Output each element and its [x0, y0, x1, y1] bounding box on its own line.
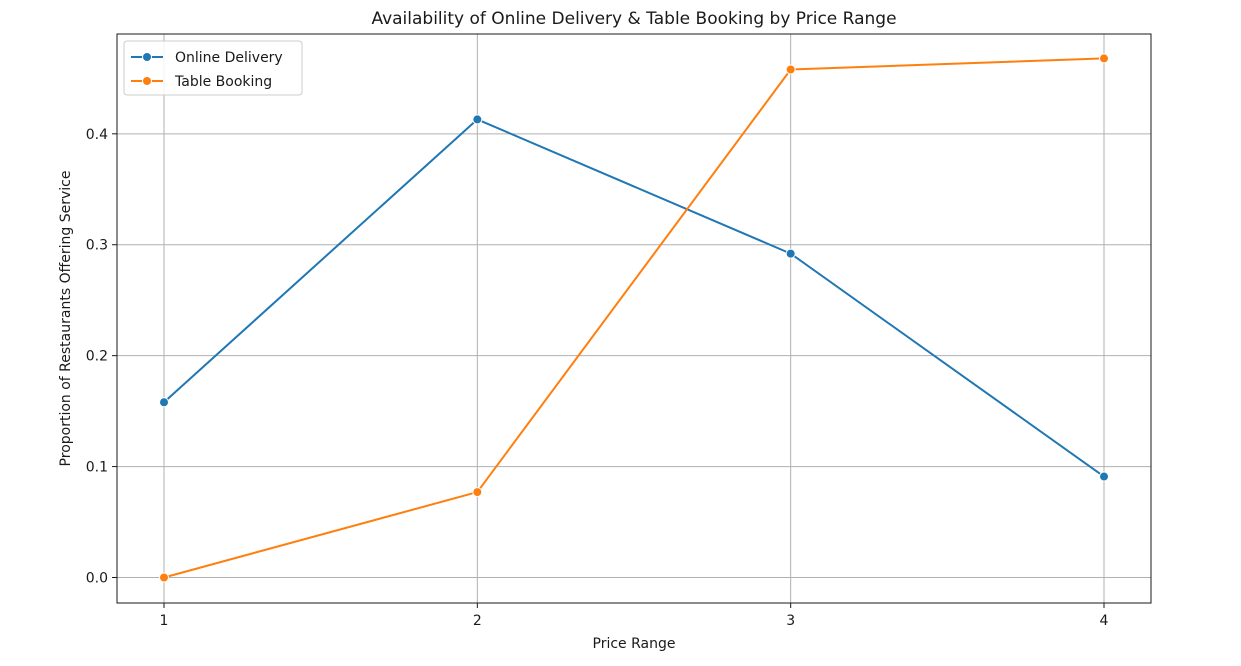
plot-frame: [116, 33, 1152, 604]
y-tick-label: 0.4: [86, 127, 108, 143]
y-tick-label: 0.2: [86, 349, 108, 365]
data-point-table-booking: [1099, 53, 1109, 64]
data-point-table-booking: [159, 572, 169, 583]
grid: [117, 34, 1151, 603]
series-line-online-delivery: [163, 118, 1105, 478]
series-online-delivery: [159, 114, 1109, 482]
legend: Online Delivery Table Booking: [123, 40, 303, 96]
legend-label: Online Delivery: [175, 50, 283, 66]
y-axis-ticks: 0.0 0.1 0.2 0.3 0.4: [86, 127, 117, 586]
series-table-booking: [159, 53, 1109, 583]
y-axis-label: Proportion of Restaurants Offering Servi…: [58, 171, 74, 467]
x-tick-label: 3: [786, 613, 795, 629]
x-tick-label: 1: [160, 613, 169, 629]
data-point-table-booking: [472, 487, 483, 498]
legend-swatch-marker: [142, 76, 152, 86]
x-tick-label: 4: [1100, 613, 1109, 629]
x-axis-ticks: 1 2 3 4: [160, 603, 1109, 629]
data-point-online-delivery: [472, 114, 483, 125]
data-point-online-delivery: [159, 397, 169, 408]
chart-title: Availability of Online Delivery & Table …: [371, 9, 896, 29]
y-tick-label: 0.1: [86, 460, 108, 476]
data-point-table-booking: [785, 64, 796, 75]
x-tick-label: 2: [473, 613, 482, 629]
data-point-online-delivery: [1099, 471, 1109, 482]
legend-box: [123, 40, 303, 96]
data-point-online-delivery: [785, 248, 796, 259]
legend-swatch-marker: [142, 52, 152, 62]
y-tick-label: 0.3: [86, 238, 108, 254]
series-layer: [159, 53, 1109, 583]
x-axis-label: Price Range: [593, 636, 676, 652]
series-line-table-booking: [163, 57, 1105, 579]
y-tick-label: 0.0: [86, 570, 108, 586]
legend-label: Table Booking: [174, 74, 272, 90]
